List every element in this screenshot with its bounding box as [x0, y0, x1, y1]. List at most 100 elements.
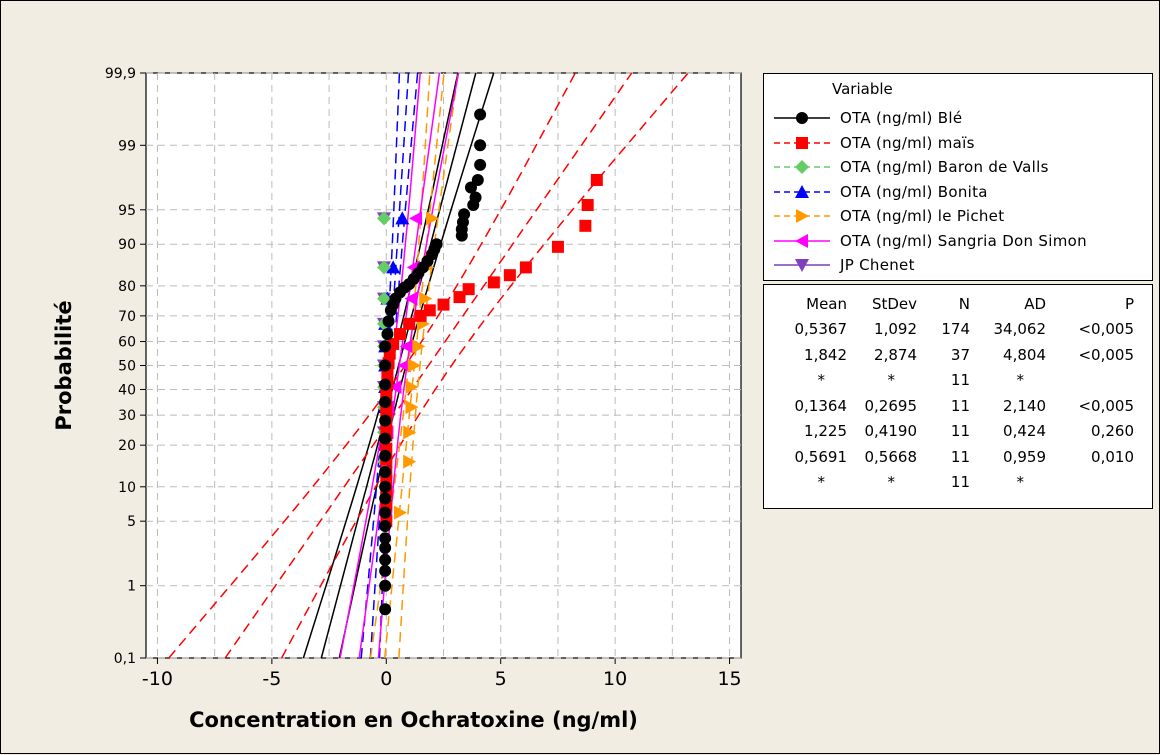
stats-cell: 11	[950, 447, 970, 466]
confidence-band	[280, 72, 689, 659]
y-tick-label: 60	[118, 335, 136, 351]
y-tick-label: 20	[118, 438, 136, 454]
data-point	[796, 209, 809, 223]
data-point	[379, 506, 392, 519]
x-tick-label: 0	[380, 668, 392, 690]
data-point	[397, 358, 411, 373]
legend-swatch	[774, 259, 830, 272]
data-point	[453, 291, 466, 304]
data-point	[379, 579, 392, 592]
stats-cell: 0,959	[1003, 447, 1046, 466]
data-point	[796, 112, 808, 124]
data-point	[407, 358, 421, 373]
data-point	[551, 240, 564, 253]
fit-line	[224, 72, 633, 659]
data-point	[404, 291, 418, 306]
legend-label: OTA (ng/ml) maïs	[840, 133, 975, 152]
legend: Variable OTA (ng/ml) Blé OTA (ng/ml) maïs…	[763, 73, 1153, 281]
data-point	[462, 283, 475, 296]
x-tick-label: 10	[603, 668, 627, 690]
stats-cell: 2,140	[1003, 396, 1046, 415]
stats-cell: *	[887, 371, 896, 389]
data-point	[795, 160, 809, 174]
legend-label: OTA (ng/ml) le Pichet	[840, 207, 1005, 225]
stats-cell: 0,1364	[794, 396, 848, 415]
y-tick-label: 99,9	[105, 66, 136, 82]
data-point	[394, 328, 407, 341]
stats-cell: 11	[950, 396, 970, 415]
x-tick-label: -5	[262, 668, 281, 690]
data-point	[469, 191, 482, 204]
legend-title: Variable	[832, 80, 893, 98]
stats-cell: <0,005	[1078, 345, 1134, 364]
data-point	[414, 309, 427, 322]
data-point	[382, 315, 395, 328]
stats-cell: 1,092	[874, 320, 917, 338]
data-point	[471, 173, 484, 186]
data-point	[379, 359, 392, 372]
data-point	[579, 219, 592, 232]
data-point	[379, 414, 392, 427]
stats-cell: *	[1016, 371, 1025, 389]
legend-item: OTA (ng/ml) Blé	[772, 107, 1152, 129]
legend-swatch	[774, 233, 830, 248]
stats-cell: <0,005	[1078, 320, 1134, 338]
legend-swatch	[774, 209, 830, 223]
y-tick-label: 99	[118, 138, 136, 154]
x-tick-label: 5	[495, 668, 507, 690]
data-point	[590, 173, 603, 186]
data-point	[503, 269, 516, 282]
data-point	[379, 541, 392, 554]
y-tick-label: 50	[118, 359, 136, 375]
stats-cell: 34,062	[993, 320, 1047, 338]
y-tick-label: 70	[118, 309, 136, 325]
legend-swatch	[774, 160, 830, 174]
data-point	[403, 425, 417, 440]
legend-item: OTA (ng/ml) Baron de Valls	[772, 156, 1152, 178]
stats-cell: 0,5691	[794, 447, 848, 466]
data-point	[377, 260, 391, 275]
stats-cell: 37	[950, 345, 970, 364]
legend-label: JP Chenet	[840, 256, 915, 274]
legend-label: OTA (ng/ml) Baron de Valls	[840, 158, 1049, 176]
data-point	[426, 211, 440, 226]
stats-header: P	[1124, 295, 1134, 313]
y-tick-label: 30	[118, 408, 136, 424]
gridlines	[140, 72, 741, 664]
y-tick-label: 95	[118, 203, 136, 219]
probability-plot: -10 -5 0 5 10 150,115102030405060708090959999…	[52, 66, 742, 732]
data-point	[381, 328, 394, 341]
data-point	[388, 380, 402, 395]
stats-header: AD	[1024, 295, 1046, 313]
data-point	[379, 564, 392, 577]
data-point	[405, 380, 419, 395]
legend-item: JP Chenet	[772, 254, 1152, 276]
stats-cell: 11	[950, 371, 970, 389]
stats-cell: 0,010	[1091, 447, 1134, 466]
data-point	[437, 298, 450, 311]
data-point	[379, 340, 392, 353]
y-tick-label: 90	[118, 237, 136, 253]
legend-label: OTA (ng/ml) Bonita	[840, 182, 988, 201]
stats-table: Mean StDev N AD P 0,5367 1,092 174 34,062 <0,005 1…	[763, 284, 1153, 509]
data-point	[377, 211, 391, 226]
legend-item: OTA (ng/ml) Bonita	[772, 181, 1152, 203]
legend-swatch	[774, 136, 830, 149]
x-tick-label: 15	[717, 668, 741, 690]
data-point	[377, 291, 391, 306]
data-point	[379, 532, 392, 545]
data-point	[394, 505, 408, 520]
stats-header: StDev	[871, 295, 917, 313]
y-tick-label: 0,1	[114, 651, 136, 667]
data-point	[379, 378, 392, 391]
data-point	[474, 139, 487, 152]
data-point	[412, 339, 426, 354]
data-point	[795, 233, 808, 248]
data-point	[379, 449, 392, 462]
data-point	[379, 519, 392, 532]
stats-cell: *	[817, 371, 826, 389]
data-point	[796, 136, 808, 149]
legend-label: OTA (ng/ml) Sangria Don Simon	[840, 231, 1087, 250]
legend-item: OTA (ng/ml) le Pichet	[772, 205, 1152, 227]
